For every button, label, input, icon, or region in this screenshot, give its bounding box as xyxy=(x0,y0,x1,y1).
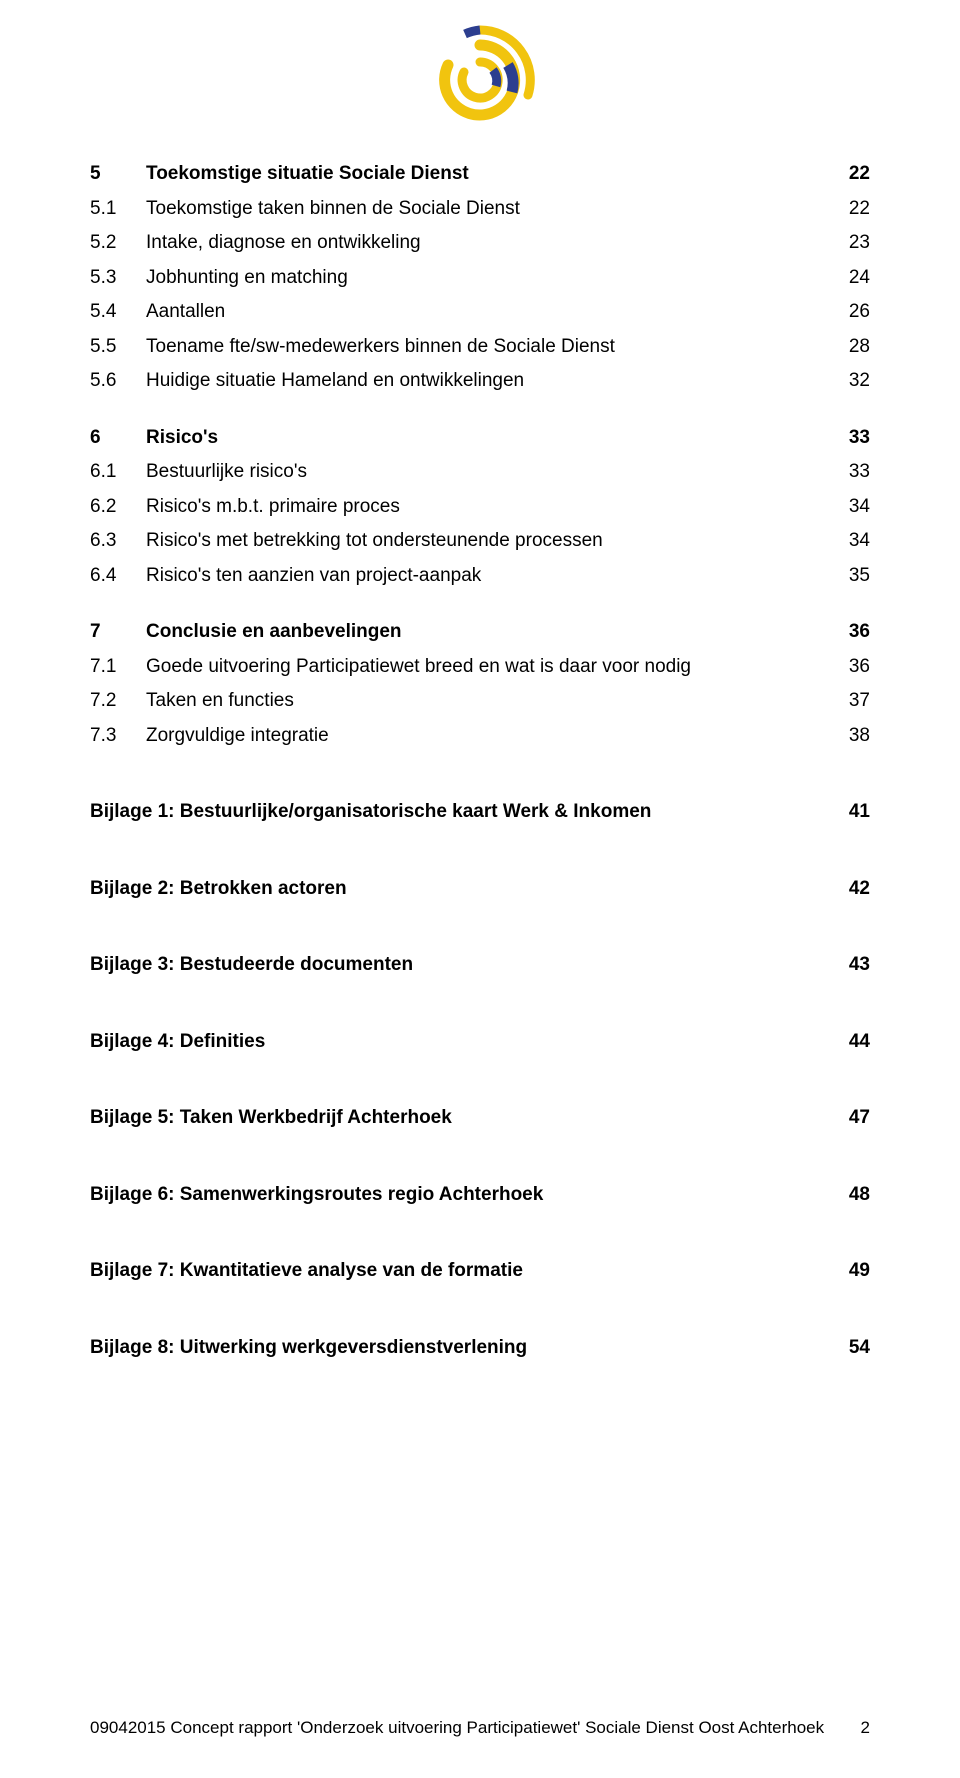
toc-number: 6.3 xyxy=(90,527,146,556)
toc-section-heading: 7Conclusie en aanbevelingen36 xyxy=(90,618,870,647)
appendix-item: Bijlage 5: Taken Werkbedrijf Achterhoek4… xyxy=(90,1104,870,1133)
page-footer: 09042015 Concept rapport 'Onderzoek uitv… xyxy=(90,1718,870,1738)
appendix-item: Bijlage 4: Definities44 xyxy=(90,1028,870,1057)
appendix-page: 41 xyxy=(830,798,870,827)
toc-number: 6.4 xyxy=(90,562,146,591)
toc-number: 6.2 xyxy=(90,493,146,522)
toc-title: Huidige situatie Hameland en ontwikkelin… xyxy=(146,367,830,396)
appendix-page: 47 xyxy=(830,1104,870,1133)
appendix-title: Bijlage 3: Bestudeerde documenten xyxy=(90,951,830,980)
appendix-page: 49 xyxy=(830,1257,870,1286)
toc-title: Jobhunting en matching xyxy=(146,264,830,293)
footer-text: 09042015 Concept rapport 'Onderzoek uitv… xyxy=(90,1718,824,1738)
appendix-title: Bijlage 5: Taken Werkbedrijf Achterhoek xyxy=(90,1104,830,1133)
toc-title: Bestuurlijke risico's xyxy=(146,458,830,487)
appendix-item: Bijlage 8: Uitwerking werkgeversdienstve… xyxy=(90,1334,870,1363)
toc-page: 33 xyxy=(830,424,870,453)
toc-title: Risico's ten aanzien van project-aanpak xyxy=(146,562,830,591)
toc-item: 5.3Jobhunting en matching24 xyxy=(90,264,870,293)
toc-page: 36 xyxy=(830,653,870,682)
toc-page: 32 xyxy=(830,367,870,396)
appendix-item: Bijlage 7: Kwantitatieve analyse van de … xyxy=(90,1257,870,1286)
toc-number: 5.1 xyxy=(90,195,146,224)
appendix-item: Bijlage 1: Bestuurlijke/organisatorische… xyxy=(90,798,870,827)
toc-number: 6.1 xyxy=(90,458,146,487)
toc-number: 5 xyxy=(90,160,146,189)
toc-title: Risico's met betrekking tot ondersteunen… xyxy=(146,527,830,556)
toc-title: Taken en functies xyxy=(146,687,830,716)
toc-page: 34 xyxy=(830,527,870,556)
toc-section-heading: 6Risico's33 xyxy=(90,424,870,453)
toc-page: 33 xyxy=(830,458,870,487)
toc-number: 7.1 xyxy=(90,653,146,682)
toc-item: 5.5Toename fte/sw-medewerkers binnen de … xyxy=(90,333,870,362)
toc-page: 28 xyxy=(830,333,870,362)
toc-page: 35 xyxy=(830,562,870,591)
appendix-item: Bijlage 6: Samenwerkingsroutes regio Ach… xyxy=(90,1181,870,1210)
toc-title: Risico's m.b.t. primaire proces xyxy=(146,493,830,522)
toc-item: 5.2Intake, diagnose en ontwikkeling23 xyxy=(90,229,870,258)
toc-item: 6.4Risico's ten aanzien van project-aanp… xyxy=(90,562,870,591)
toc-title: Aantallen xyxy=(146,298,830,327)
toc-item: 5.1Toekomstige taken binnen de Sociale D… xyxy=(90,195,870,224)
toc-number: 5.3 xyxy=(90,264,146,293)
toc-title: Toename fte/sw-medewerkers binnen de Soc… xyxy=(146,333,830,362)
appendix-page: 48 xyxy=(830,1181,870,1210)
appendix-item: Bijlage 2: Betrokken actoren42 xyxy=(90,875,870,904)
appendix-title: Bijlage 4: Definities xyxy=(90,1028,830,1057)
toc-item: 7.2Taken en functies37 xyxy=(90,687,870,716)
appendix-item: Bijlage 3: Bestudeerde documenten43 xyxy=(90,951,870,980)
appendix-page: 42 xyxy=(830,875,870,904)
toc-number: 7.3 xyxy=(90,722,146,751)
appendix-title: Bijlage 8: Uitwerking werkgeversdienstve… xyxy=(90,1334,830,1363)
toc-number: 5.5 xyxy=(90,333,146,362)
appendix-title: Bijlage 7: Kwantitatieve analyse van de … xyxy=(90,1257,830,1286)
toc-page: 38 xyxy=(830,722,870,751)
toc-title: Toekomstige situatie Sociale Dienst xyxy=(146,160,830,189)
toc-page: 37 xyxy=(830,687,870,716)
appendix-page: 44 xyxy=(830,1028,870,1057)
toc-number: 7 xyxy=(90,618,146,647)
appendix-page: 54 xyxy=(830,1334,870,1363)
toc-number: 7.2 xyxy=(90,687,146,716)
footer-page-number: 2 xyxy=(861,1718,870,1738)
appendix-title: Bijlage 1: Bestuurlijke/organisatorische… xyxy=(90,798,830,827)
toc-page: 24 xyxy=(830,264,870,293)
toc-title: Zorgvuldige integratie xyxy=(146,722,830,751)
toc-number: 5.6 xyxy=(90,367,146,396)
toc-item: 6.2Risico's m.b.t. primaire proces34 xyxy=(90,493,870,522)
toc-title: Conclusie en aanbevelingen xyxy=(146,618,830,647)
toc-section-heading: 5Toekomstige situatie Sociale Dienst22 xyxy=(90,160,870,189)
toc-item: 6.1Bestuurlijke risico's33 xyxy=(90,458,870,487)
toc-item: 5.6Huidige situatie Hameland en ontwikke… xyxy=(90,367,870,396)
appendices: Bijlage 1: Bestuurlijke/organisatorische… xyxy=(90,798,870,1362)
toc-page: 22 xyxy=(830,160,870,189)
toc-title: Toekomstige taken binnen de Sociale Dien… xyxy=(146,195,830,224)
page-content: 5Toekomstige situatie Sociale Dienst225.… xyxy=(0,0,960,1428)
toc-title: Intake, diagnose en ontwikkeling xyxy=(146,229,830,258)
appendix-page: 43 xyxy=(830,951,870,980)
logo xyxy=(420,20,540,140)
toc-number: 5.2 xyxy=(90,229,146,258)
toc-item: 7.3Zorgvuldige integratie38 xyxy=(90,722,870,751)
toc-item: 7.1Goede uitvoering Participatiewet bree… xyxy=(90,653,870,682)
toc-page: 36 xyxy=(830,618,870,647)
toc-number: 6 xyxy=(90,424,146,453)
toc-page: 23 xyxy=(830,229,870,258)
toc-page: 34 xyxy=(830,493,870,522)
toc-item: 6.3Risico's met betrekking tot ondersteu… xyxy=(90,527,870,556)
toc-title: Risico's xyxy=(146,424,830,453)
toc-item: 5.4Aantallen26 xyxy=(90,298,870,327)
table-of-contents: 5Toekomstige situatie Sociale Dienst225.… xyxy=(90,160,870,750)
toc-page: 22 xyxy=(830,195,870,224)
toc-title: Goede uitvoering Participatiewet breed e… xyxy=(146,653,830,682)
appendix-title: Bijlage 6: Samenwerkingsroutes regio Ach… xyxy=(90,1181,830,1210)
toc-number: 5.4 xyxy=(90,298,146,327)
appendix-title: Bijlage 2: Betrokken actoren xyxy=(90,875,830,904)
toc-page: 26 xyxy=(830,298,870,327)
